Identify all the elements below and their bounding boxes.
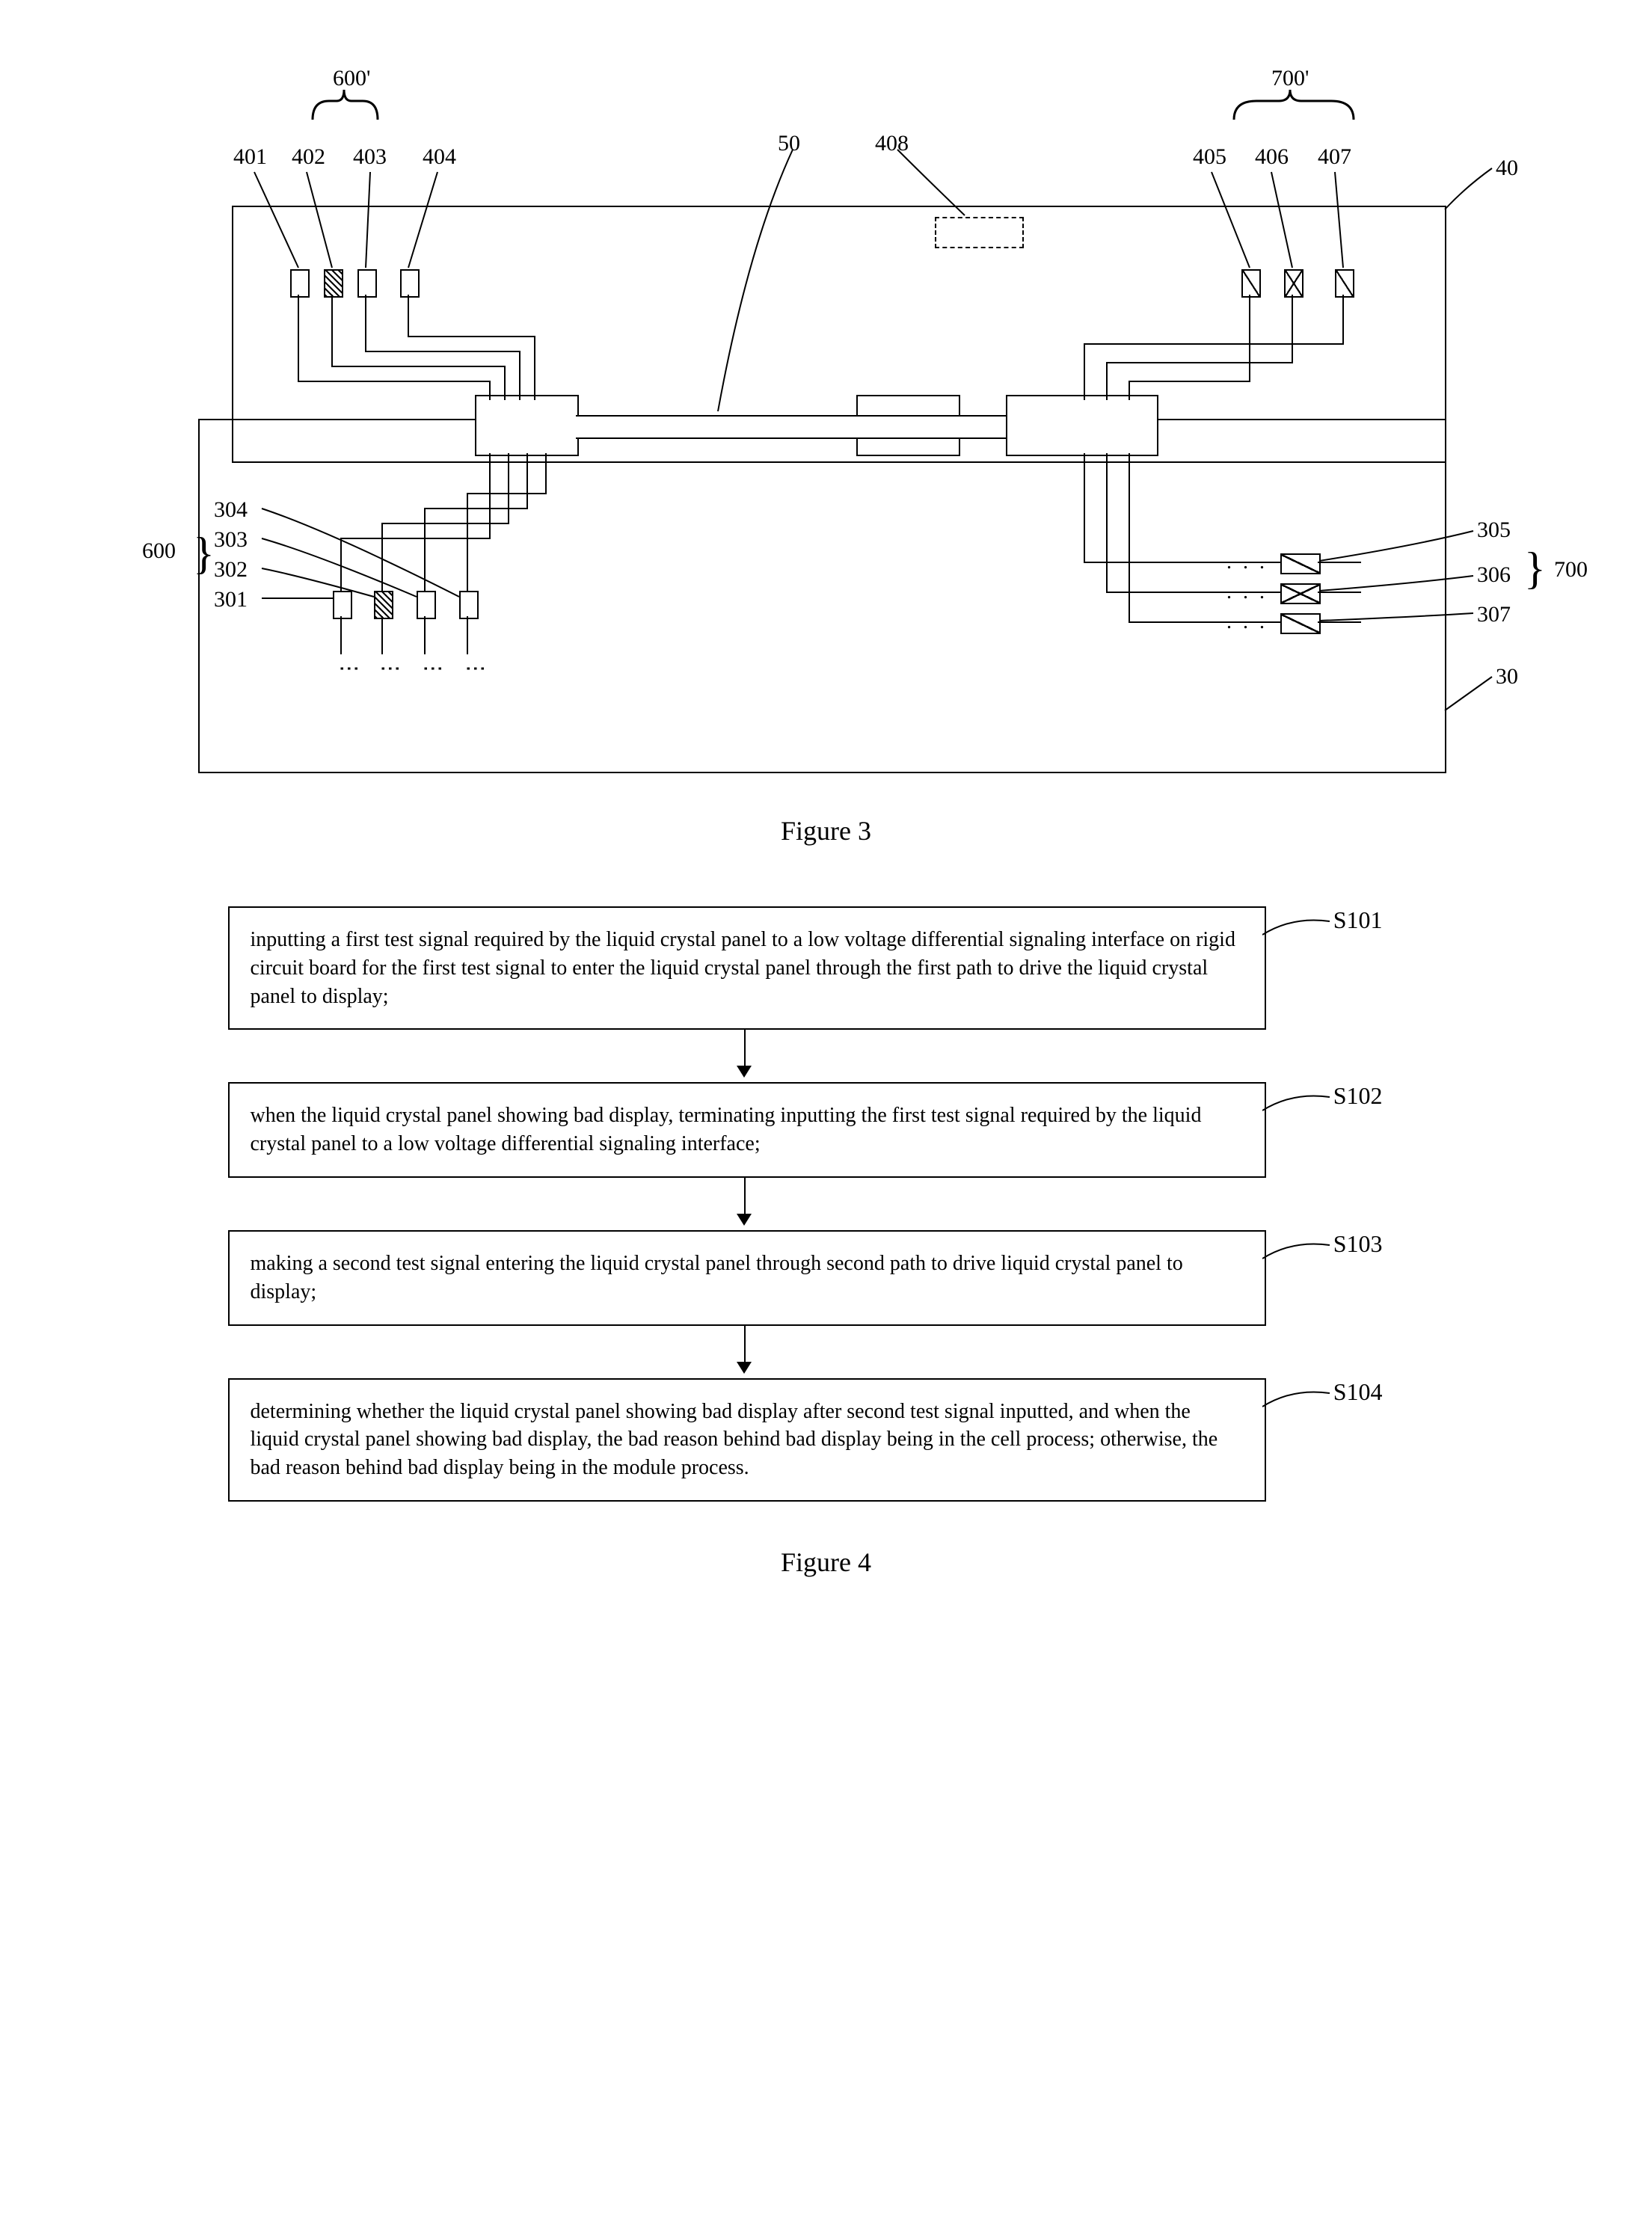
figure-3-diagram: ⋮ ⋮ ⋮ ⋮ . . . . . . . . . <box>30 60 1622 770</box>
flow-label-s103: S103 <box>1333 1230 1425 1258</box>
label-401: 401 <box>233 144 267 170</box>
flow-step-s101: inputting a first test signal required b… <box>228 906 1266 1030</box>
label-600: 600 <box>142 538 176 564</box>
label-402: 402 <box>292 144 325 170</box>
label-307: 307 <box>1477 602 1511 627</box>
label-407: 407 <box>1318 144 1351 170</box>
figure-4-flowchart: inputting a first test signal required b… <box>228 906 1425 1502</box>
label-700: 700 <box>1554 557 1588 583</box>
flow-step-s104: determining whether the liquid crystal p… <box>228 1378 1266 1502</box>
brace-600: { <box>193 531 215 576</box>
brace-700: } <box>1524 546 1546 591</box>
label-50: 50 <box>778 131 800 156</box>
label-408: 408 <box>875 131 909 156</box>
label-305: 305 <box>1477 517 1511 543</box>
flow-arrow-2 <box>228 1178 1260 1230</box>
label-302: 302 <box>214 557 248 583</box>
flow-label-s101: S101 <box>1333 906 1425 934</box>
leader-s103 <box>1262 1236 1337 1266</box>
figure-3-caption: Figure 3 <box>30 815 1622 847</box>
flow-step-s102: when the liquid crystal panel showing ba… <box>228 1082 1266 1178</box>
figure-3-wiring <box>30 60 1622 770</box>
label-301: 301 <box>214 587 248 612</box>
label-304: 304 <box>214 497 248 523</box>
label-405: 405 <box>1193 144 1226 170</box>
leader-s102 <box>1262 1088 1337 1118</box>
label-700p: 700' <box>1271 66 1309 91</box>
flow-arrow-3 <box>228 1326 1260 1378</box>
leader-s101 <box>1262 912 1337 942</box>
figure-4-caption: Figure 4 <box>30 1546 1622 1578</box>
flow-arrow-1 <box>228 1030 1260 1082</box>
label-404: 404 <box>423 144 456 170</box>
label-406: 406 <box>1255 144 1289 170</box>
label-40: 40 <box>1496 156 1518 181</box>
flow-step-s103: making a second test signal entering the… <box>228 1230 1266 1326</box>
label-600p: 600' <box>333 66 370 91</box>
leader-s104 <box>1262 1384 1337 1414</box>
flow-label-s102: S102 <box>1333 1082 1425 1110</box>
label-303: 303 <box>214 527 248 553</box>
label-403: 403 <box>353 144 387 170</box>
label-306: 306 <box>1477 562 1511 588</box>
flow-label-s104: S104 <box>1333 1378 1425 1406</box>
label-30: 30 <box>1496 664 1518 689</box>
